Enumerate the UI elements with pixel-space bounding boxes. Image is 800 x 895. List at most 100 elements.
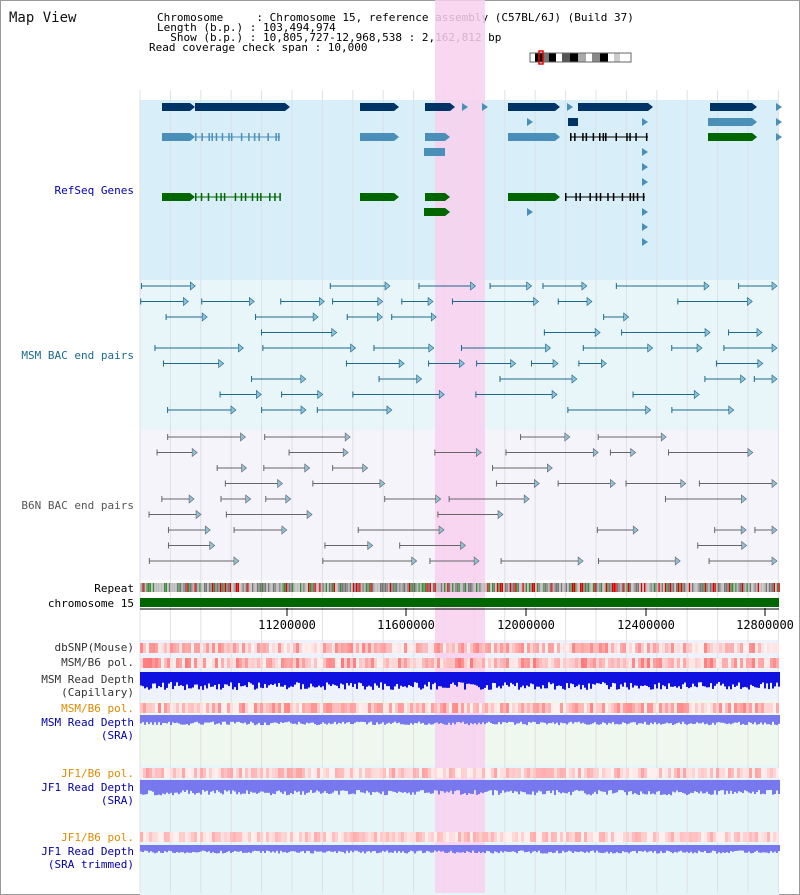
read-depth-bar [280, 780, 282, 793]
bac-end-arrow [747, 447, 754, 458]
polymorphism-cell [506, 643, 509, 653]
polymorphism-cell [416, 768, 419, 778]
read-depth-bar [488, 780, 490, 791]
read-depth-bar [296, 715, 298, 725]
polymorphism-cell [629, 768, 632, 778]
read-depth-bar [336, 780, 338, 791]
repeat-element [712, 583, 715, 592]
repeat-element [140, 583, 142, 592]
gene-exon [278, 133, 280, 141]
read-depth-bar [368, 780, 370, 793]
polymorphism-cell [680, 658, 683, 668]
polymorphism-cell [293, 768, 296, 778]
repeat-element [188, 583, 190, 592]
read-depth-bar [150, 780, 152, 791]
read-depth-bar [564, 715, 566, 724]
polymorphism-cell [566, 703, 569, 713]
read-depth-bar [594, 672, 596, 685]
track-label-msm-bac[interactable]: MSM BAC end pairs [21, 349, 134, 362]
repeat-element [357, 583, 359, 592]
repeat-element [727, 583, 729, 592]
read-depth-bar [440, 780, 442, 791]
read-depth-bar [404, 780, 406, 792]
polymorphism-cell [158, 768, 161, 778]
polymorphism-cell [224, 768, 227, 778]
polymorphism-cell [152, 768, 155, 778]
polymorphism-cell [335, 832, 338, 842]
read-depth-bar [700, 672, 702, 683]
read-depth-bar [406, 780, 408, 794]
polymorphism-cell [512, 643, 515, 653]
polymorphism-cell [728, 658, 731, 668]
read-depth-bar [224, 715, 226, 722]
repeat-element [196, 583, 198, 592]
polymorphism-cell [314, 643, 317, 653]
repeat-element [754, 583, 756, 592]
read-depth-bar [554, 845, 556, 853]
read-depth-bar [412, 672, 414, 688]
read-depth-bar [418, 672, 420, 688]
read-depth-bar [764, 715, 766, 723]
gene-exon [253, 133, 256, 141]
read-depth-bar [548, 780, 550, 791]
read-depth-bar [464, 715, 466, 725]
read-depth-bar [246, 715, 248, 725]
read-depth-bar [148, 780, 150, 791]
read-depth-bar [298, 845, 300, 853]
polymorphism-cell [506, 658, 509, 668]
read-depth-bar [726, 715, 728, 725]
repeat-element [568, 583, 571, 592]
bac-end-arrow [771, 281, 778, 291]
read-depth-bar [622, 672, 624, 687]
polymorphism-cell [290, 658, 293, 668]
read-depth-bar [502, 780, 504, 791]
repeat-element [349, 583, 351, 592]
polymorphism-cell [668, 658, 671, 668]
polymorphism-cell [341, 832, 344, 842]
polymorphism-cell [473, 658, 476, 668]
polymorphism-cell [419, 643, 422, 653]
read-depth-bar [276, 780, 278, 792]
read-depth-bar [578, 845, 580, 852]
gene-strand-arrow [776, 103, 782, 111]
read-depth-bar [190, 845, 192, 853]
polymorphism-cell [521, 832, 524, 842]
polymorphism-cell [647, 643, 650, 653]
polymorphism-cell [143, 768, 146, 778]
polymorphism-cell [695, 658, 698, 668]
polymorphism-cell [533, 643, 536, 653]
polymorphism-cell [566, 658, 569, 668]
polymorphism-cell [152, 703, 155, 713]
polymorphism-cell [446, 703, 449, 713]
read-depth-bar [172, 672, 174, 690]
read-depth-bar [550, 845, 552, 852]
polymorphism-cell [308, 643, 311, 653]
read-depth-bar [540, 845, 542, 854]
read-depth-bar [512, 780, 514, 794]
read-depth-bar [448, 715, 450, 723]
polymorphism-cell [263, 768, 266, 778]
polymorphism-cell [671, 643, 674, 653]
read-depth-bar [588, 672, 590, 684]
polymorphism-cell [404, 703, 407, 713]
repeat-element [511, 583, 513, 592]
polymorphism-cell [233, 832, 236, 842]
repeat-element [258, 583, 260, 592]
read-depth-bar [174, 715, 176, 724]
repeat-element [658, 583, 660, 592]
polymorphism-cell [227, 832, 230, 842]
repeat-element [402, 583, 404, 592]
track-label-b6n-bac[interactable]: B6N BAC end pairs [21, 499, 134, 512]
track-label-refseq[interactable]: RefSeq Genes [54, 184, 134, 197]
read-depth-bar [382, 780, 384, 792]
read-depth-bar [756, 845, 758, 851]
read-depth-bar [452, 845, 454, 853]
polymorphism-cell [611, 768, 614, 778]
repeat-element [378, 583, 380, 592]
polymorphism-cell [623, 643, 626, 653]
read-depth-bar [524, 715, 526, 725]
polymorphism-cell [359, 832, 362, 842]
polymorphism-cell [452, 658, 455, 668]
read-depth-bar [580, 715, 582, 724]
